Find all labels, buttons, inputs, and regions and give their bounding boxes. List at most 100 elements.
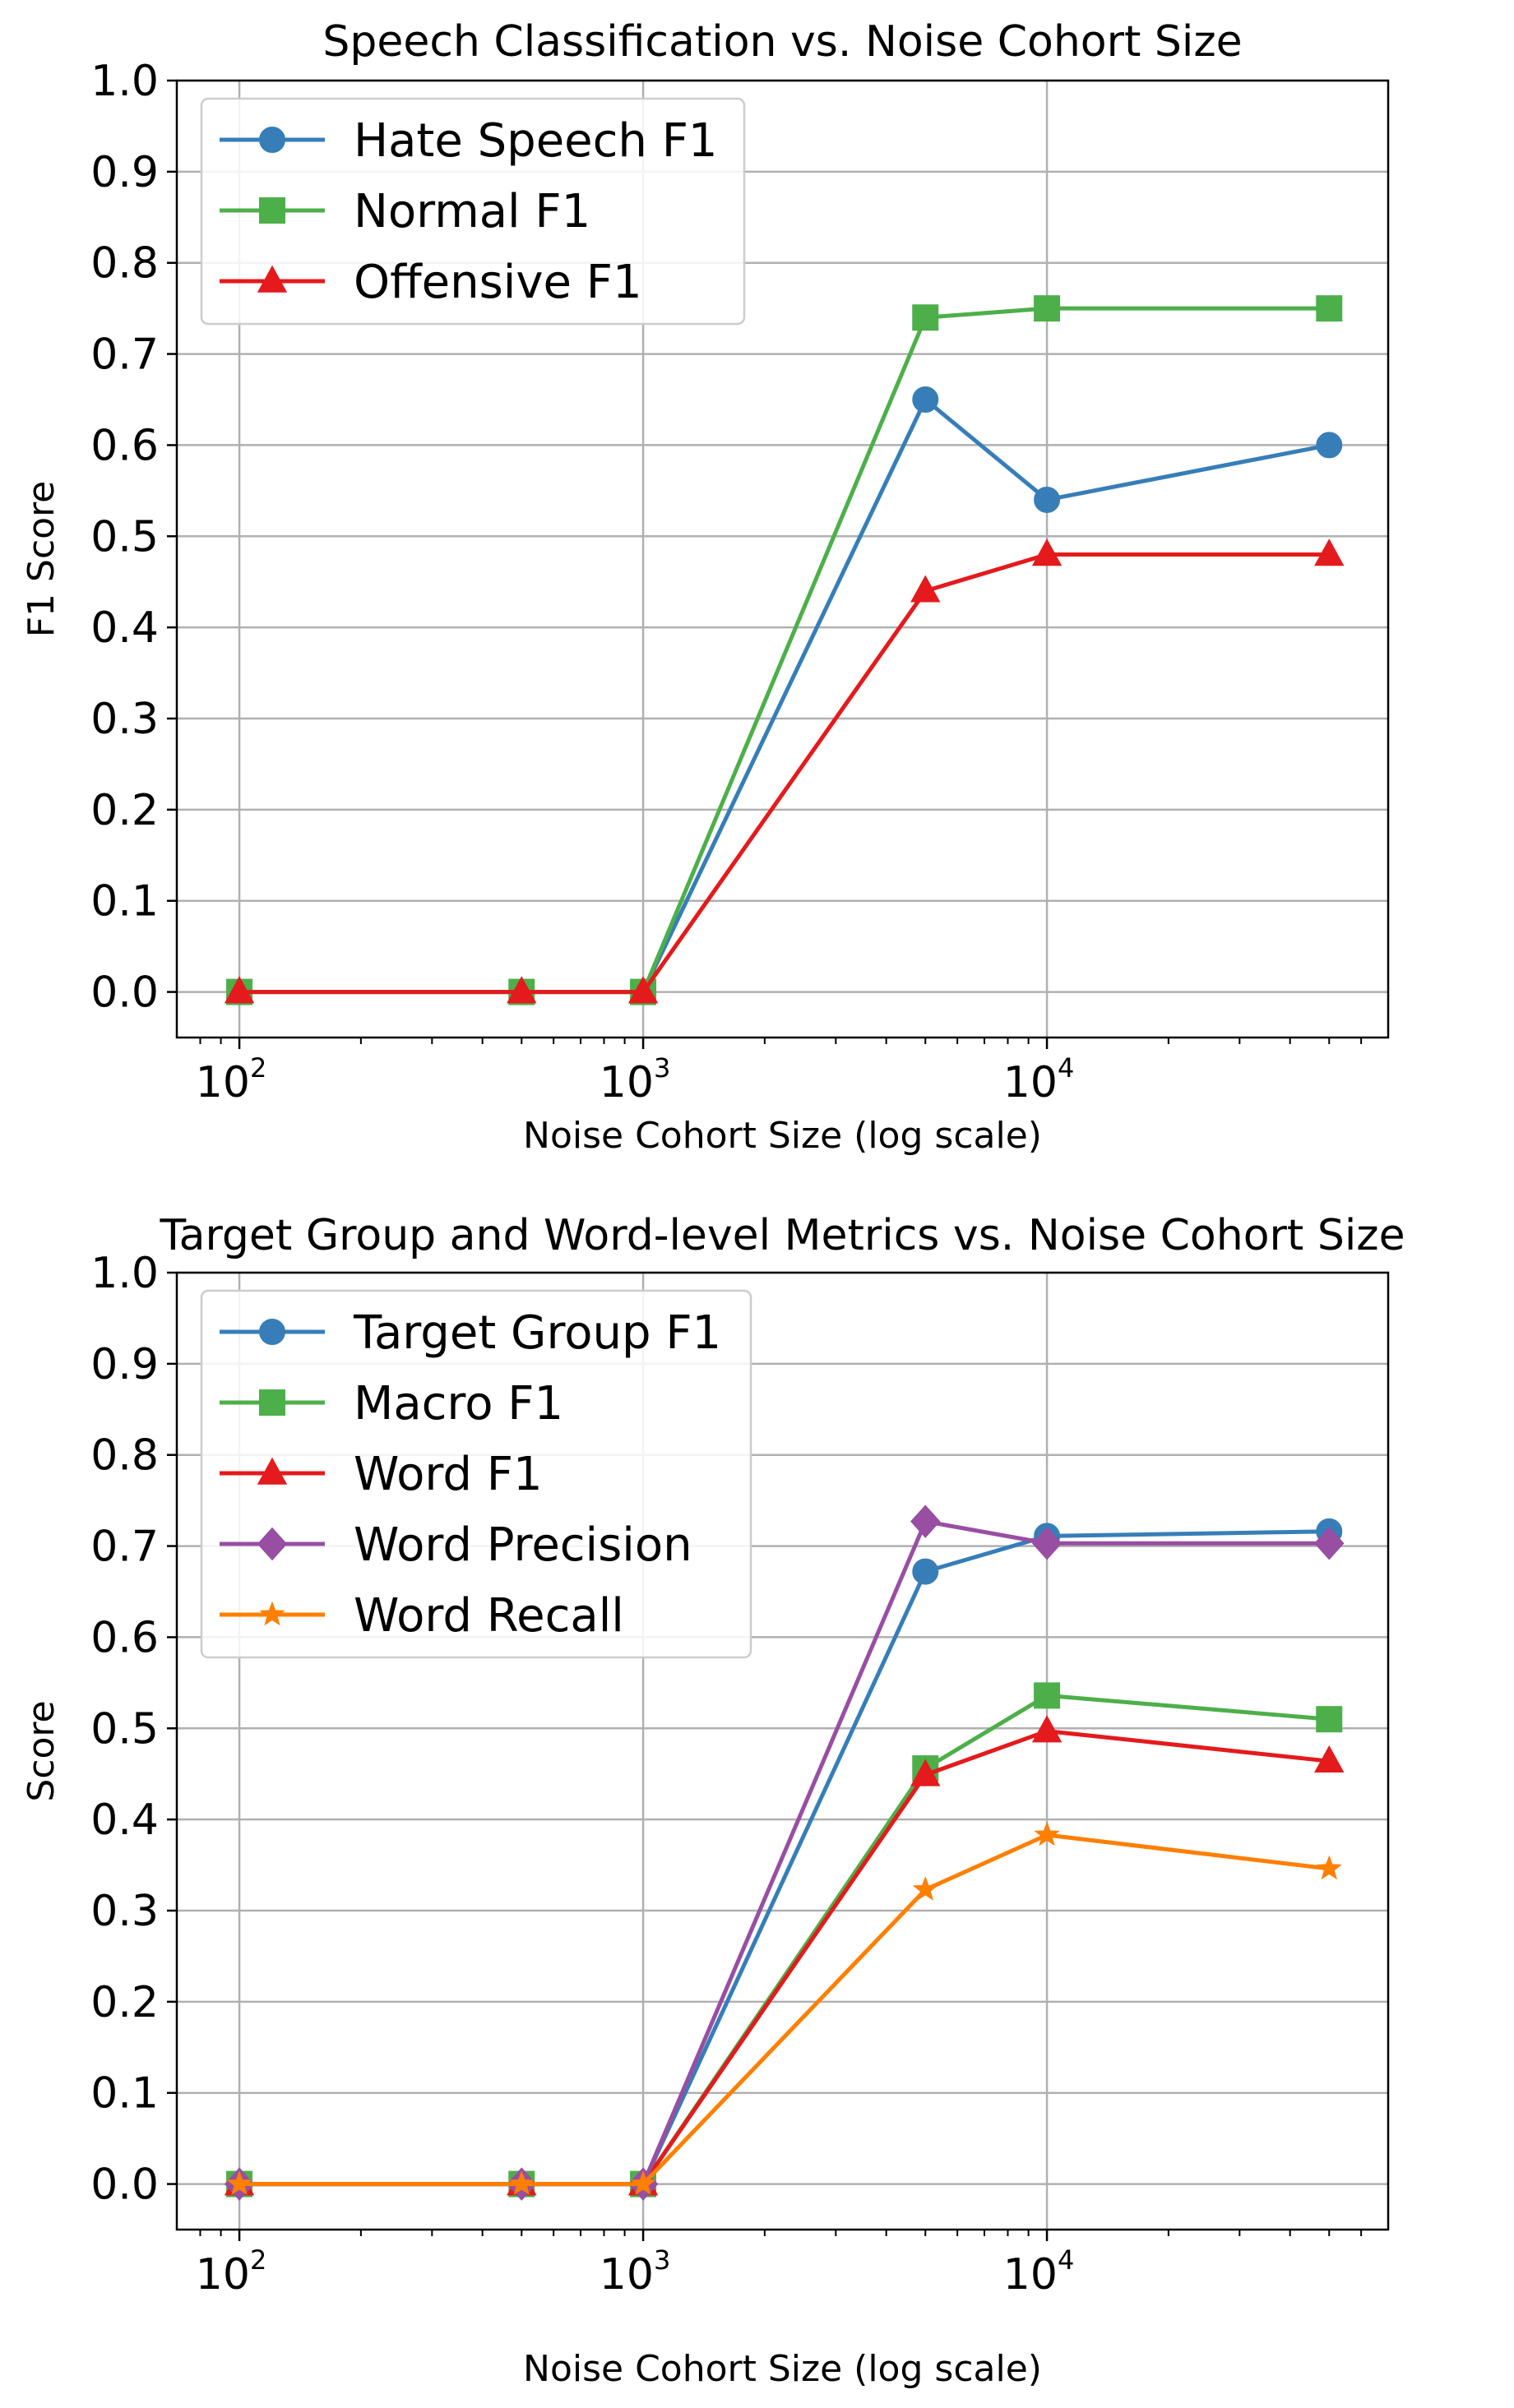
- data-point: [912, 1876, 938, 1901]
- data-point: [1314, 1745, 1345, 1772]
- x-tick-label: 103: [600, 2244, 671, 2299]
- legend-label: Hate Speech F1: [354, 114, 718, 168]
- data-point: [912, 1558, 939, 1585]
- series-macro-f1: [226, 1682, 1343, 2198]
- y-tick-label: 0.6: [90, 1613, 159, 1662]
- y-tick-label: 0.3: [90, 1887, 159, 1936]
- series-line: [239, 306, 1330, 995]
- axes-frame: [175, 79, 1390, 1039]
- x-tick-label: 104: [1003, 2244, 1075, 2299]
- y-tick-label: 0.3: [90, 695, 159, 744]
- data-point: [1034, 1682, 1061, 1709]
- y-axis-label: Score: [21, 1700, 63, 1801]
- data-point: [1034, 1821, 1060, 1846]
- series-offensive-f1: [224, 538, 1345, 1004]
- legend-item: Hate Speech F1: [220, 114, 718, 168]
- y-tick-label: 0.2: [90, 786, 159, 835]
- data-point: [508, 2170, 535, 2195]
- y-tick-label: 0.4: [90, 1796, 159, 1845]
- legend-item: Word F1: [220, 1448, 543, 1501]
- legend-marker: [259, 1601, 285, 1626]
- data-point: [1031, 1715, 1063, 1743]
- data-point: [910, 575, 941, 603]
- legend-frame: [200, 1289, 752, 1659]
- series-word-f1: [224, 1715, 1345, 2196]
- legend-marker: [257, 1527, 288, 1561]
- data-point: [912, 386, 939, 413]
- data-point: [226, 2170, 252, 2195]
- y-tick-label: 0.7: [90, 330, 159, 380]
- series-line: [239, 552, 1330, 995]
- data-point: [507, 976, 537, 1004]
- y-tick-label: 0.6: [90, 421, 159, 470]
- legend-item: Target Group F1: [220, 1306, 721, 1360]
- legend-label: Word Recall: [354, 1589, 624, 1643]
- data-point: [1034, 295, 1061, 322]
- legend-item: Macro F1: [220, 1377, 563, 1430]
- data-point: [1034, 486, 1061, 513]
- series-line: [239, 1833, 1330, 2187]
- legend-item: Word Precision: [220, 1518, 692, 1572]
- data-point: [910, 1759, 941, 1786]
- legend-item: Word Recall: [220, 1589, 624, 1643]
- series-line: [239, 397, 1330, 995]
- data-point: [910, 1504, 941, 1538]
- chart-panel-2: Target Group and Word-level Metrics vs. …: [21, 1211, 1405, 2390]
- data-point: [1031, 1527, 1063, 1560]
- y-tick-label: 1.0: [90, 1249, 159, 1298]
- legend-label: Word F1: [354, 1448, 543, 1501]
- legend-label: Target Group F1: [353, 1306, 721, 1360]
- legend-label: Offensive F1: [354, 256, 642, 309]
- y-axis-label: F1 Score: [21, 481, 63, 638]
- series-word-recall: [226, 1821, 1342, 2195]
- y-tick-label: 0.4: [90, 603, 159, 653]
- x-axis-label: Noise Cohort Size (log scale): [523, 1115, 1042, 1157]
- data-point: [1316, 1706, 1343, 1733]
- legend-marker: [259, 197, 285, 224]
- legend-marker: [257, 1457, 288, 1485]
- y-tick-label: 0.7: [90, 1523, 159, 1572]
- legend: Hate Speech F1 Normal F1 Offensive F1: [200, 97, 746, 326]
- y-tick-label: 0.9: [90, 148, 159, 197]
- y-tick-label: 0.8: [90, 1431, 159, 1481]
- y-tick-label: 0.0: [90, 2161, 159, 2210]
- series-line: [239, 1693, 1330, 2187]
- y-tick-label: 0.1: [90, 2069, 159, 2119]
- data-point: [1316, 295, 1343, 322]
- legend-frame: [200, 97, 746, 326]
- chart-panel-1: Speech Classification vs. Noise Cohort S…: [21, 17, 1390, 1157]
- legend-marker: [259, 1389, 285, 1416]
- legend-item: Offensive F1: [220, 256, 642, 309]
- y-tick-label: 0.2: [90, 1978, 159, 2027]
- x-tick-label: 102: [196, 1052, 267, 1107]
- data-point: [1314, 1527, 1345, 1560]
- y-tick-label: 0.5: [90, 512, 159, 562]
- data-point: [1031, 538, 1063, 566]
- y-tick-label: 1.0: [90, 57, 159, 106]
- y-tick-label: 0.8: [90, 239, 159, 289]
- data-point: [1314, 538, 1345, 566]
- data-point: [1316, 432, 1343, 459]
- legend-label: Macro F1: [354, 1377, 563, 1430]
- x-tick-label: 102: [196, 2244, 267, 2299]
- y-tick-label: 0.1: [90, 877, 159, 927]
- data-point: [912, 304, 939, 331]
- y-tick-label: 0.9: [90, 1340, 159, 1389]
- series-hate-speech-f1: [226, 386, 1343, 1005]
- data-point: [630, 2170, 656, 2195]
- legend-label: Normal F1: [354, 185, 590, 238]
- legend-marker: [259, 127, 285, 153]
- legend-item: Normal F1: [220, 185, 590, 238]
- data-point: [627, 976, 659, 1004]
- legend-label: Word Precision: [354, 1518, 692, 1572]
- legend-marker: [257, 265, 288, 293]
- y-tick-label: 0.5: [90, 1704, 159, 1754]
- legend: Target Group F1 Macro F1 Word F1 Word Preci…: [200, 1289, 752, 1659]
- chart-title: Target Group and Word-level Metrics vs. …: [159, 1211, 1405, 1260]
- axes-frame: [175, 1271, 1390, 2231]
- series-normal-f1: [226, 295, 1343, 1005]
- legend-marker: [259, 1319, 285, 1345]
- x-tick-label: 103: [600, 1052, 671, 1107]
- data-point: [1316, 1855, 1342, 1880]
